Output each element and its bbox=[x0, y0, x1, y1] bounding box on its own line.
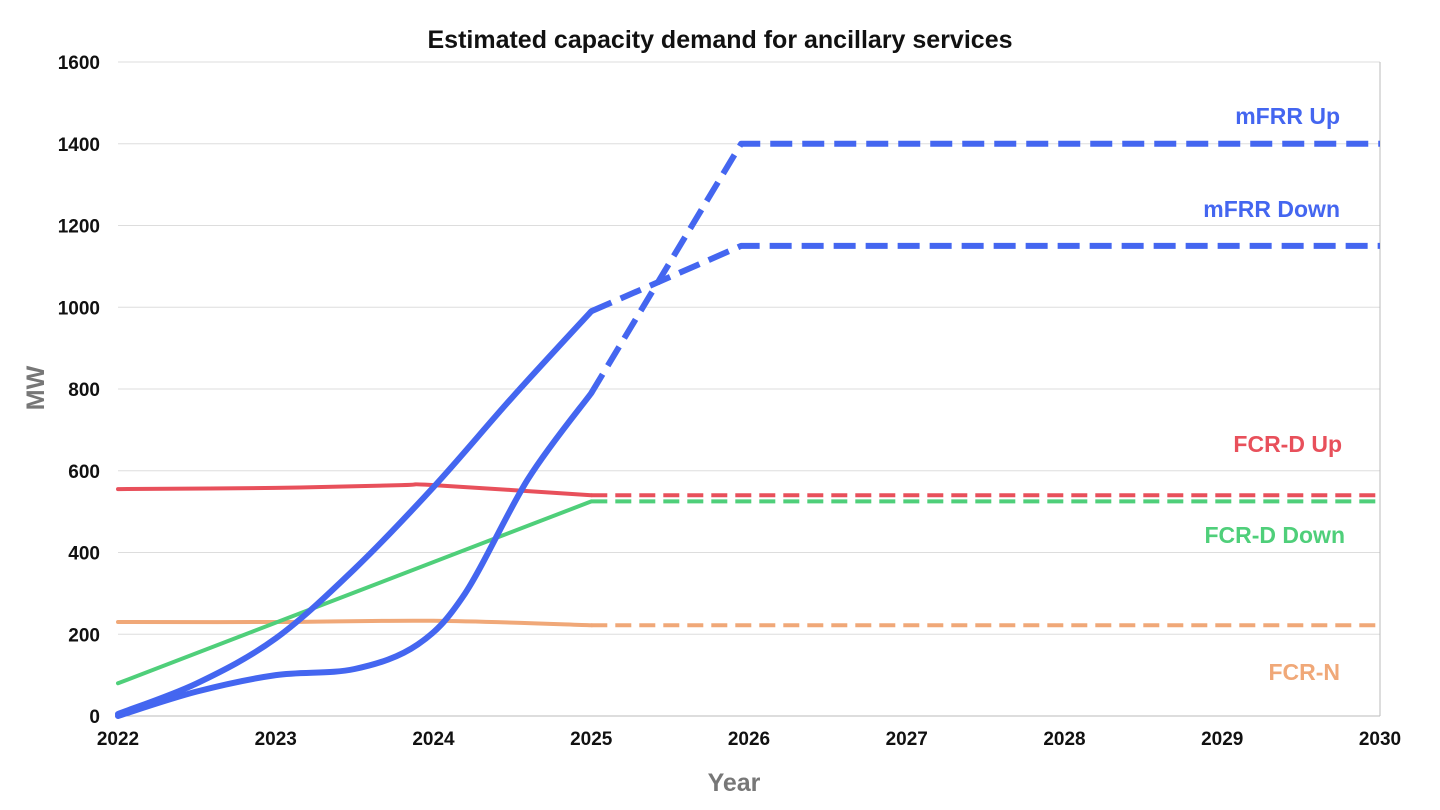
series-line-mfrr-up-projected bbox=[588, 140, 1380, 395]
y-tick-label: 400 bbox=[68, 544, 100, 565]
y-axis-label: MW bbox=[22, 365, 50, 410]
grid-lines bbox=[118, 61, 1381, 717]
series-line-mfrr-down-actual bbox=[115, 308, 595, 717]
series-line-mfrr-up-actual bbox=[115, 390, 595, 719]
series-label-fcr-n: FCR-N bbox=[1268, 659, 1340, 685]
chart-title: Estimated capacity demand for ancillary … bbox=[428, 26, 1013, 54]
y-tick-label: 600 bbox=[68, 462, 100, 483]
x-tick-label: 2023 bbox=[255, 729, 297, 750]
y-tick-label: 1400 bbox=[58, 135, 100, 156]
x-axis-label: Year bbox=[708, 769, 761, 797]
x-tick-label: 2027 bbox=[886, 729, 928, 750]
y-tick-label: 1000 bbox=[58, 298, 100, 319]
series-label-fcr-d-up: FCR-D Up bbox=[1233, 431, 1342, 457]
series-lines bbox=[115, 140, 1380, 719]
series-labels: mFRR Up mFRR Down FCR-D Up FCR-D Down FCR-N bbox=[1203, 103, 1345, 685]
y-tick-label: 200 bbox=[68, 625, 100, 646]
x-tick-label: 2030 bbox=[1359, 729, 1401, 750]
y-tick-label: 1600 bbox=[58, 53, 100, 74]
x-tick-label: 2028 bbox=[1043, 729, 1085, 750]
x-tick-label: 2026 bbox=[728, 729, 770, 750]
series-label-mfrr-up: mFRR Up bbox=[1235, 103, 1340, 129]
series-line-fcr-d-down-actual bbox=[116, 499, 594, 686]
y-tick-label: 1200 bbox=[58, 217, 100, 238]
x-tick-label: 2025 bbox=[570, 729, 613, 750]
y-tick-label: 0 bbox=[89, 707, 100, 728]
series-line-fcr-d-up-actual bbox=[116, 482, 594, 498]
series-line-fcr-n-actual bbox=[116, 618, 594, 628]
x-tick-label: 2029 bbox=[1201, 729, 1243, 750]
x-axis-ticks: 2022 2023 2024 2025 2026 2027 2028 2029 2030 bbox=[97, 729, 1401, 750]
series-label-fcr-d-down: FCR-D Down bbox=[1204, 522, 1345, 548]
series-line-mfrr-down-projected bbox=[590, 242, 1380, 315]
x-tick-label: 2022 bbox=[97, 729, 139, 750]
series-label-mfrr-down: mFRR Down bbox=[1203, 196, 1340, 222]
y-axis-ticks: 0 200 400 600 800 1000 1200 1400 1600 bbox=[58, 53, 100, 728]
x-tick-label: 2024 bbox=[412, 729, 455, 750]
y-tick-label: 800 bbox=[68, 380, 100, 401]
